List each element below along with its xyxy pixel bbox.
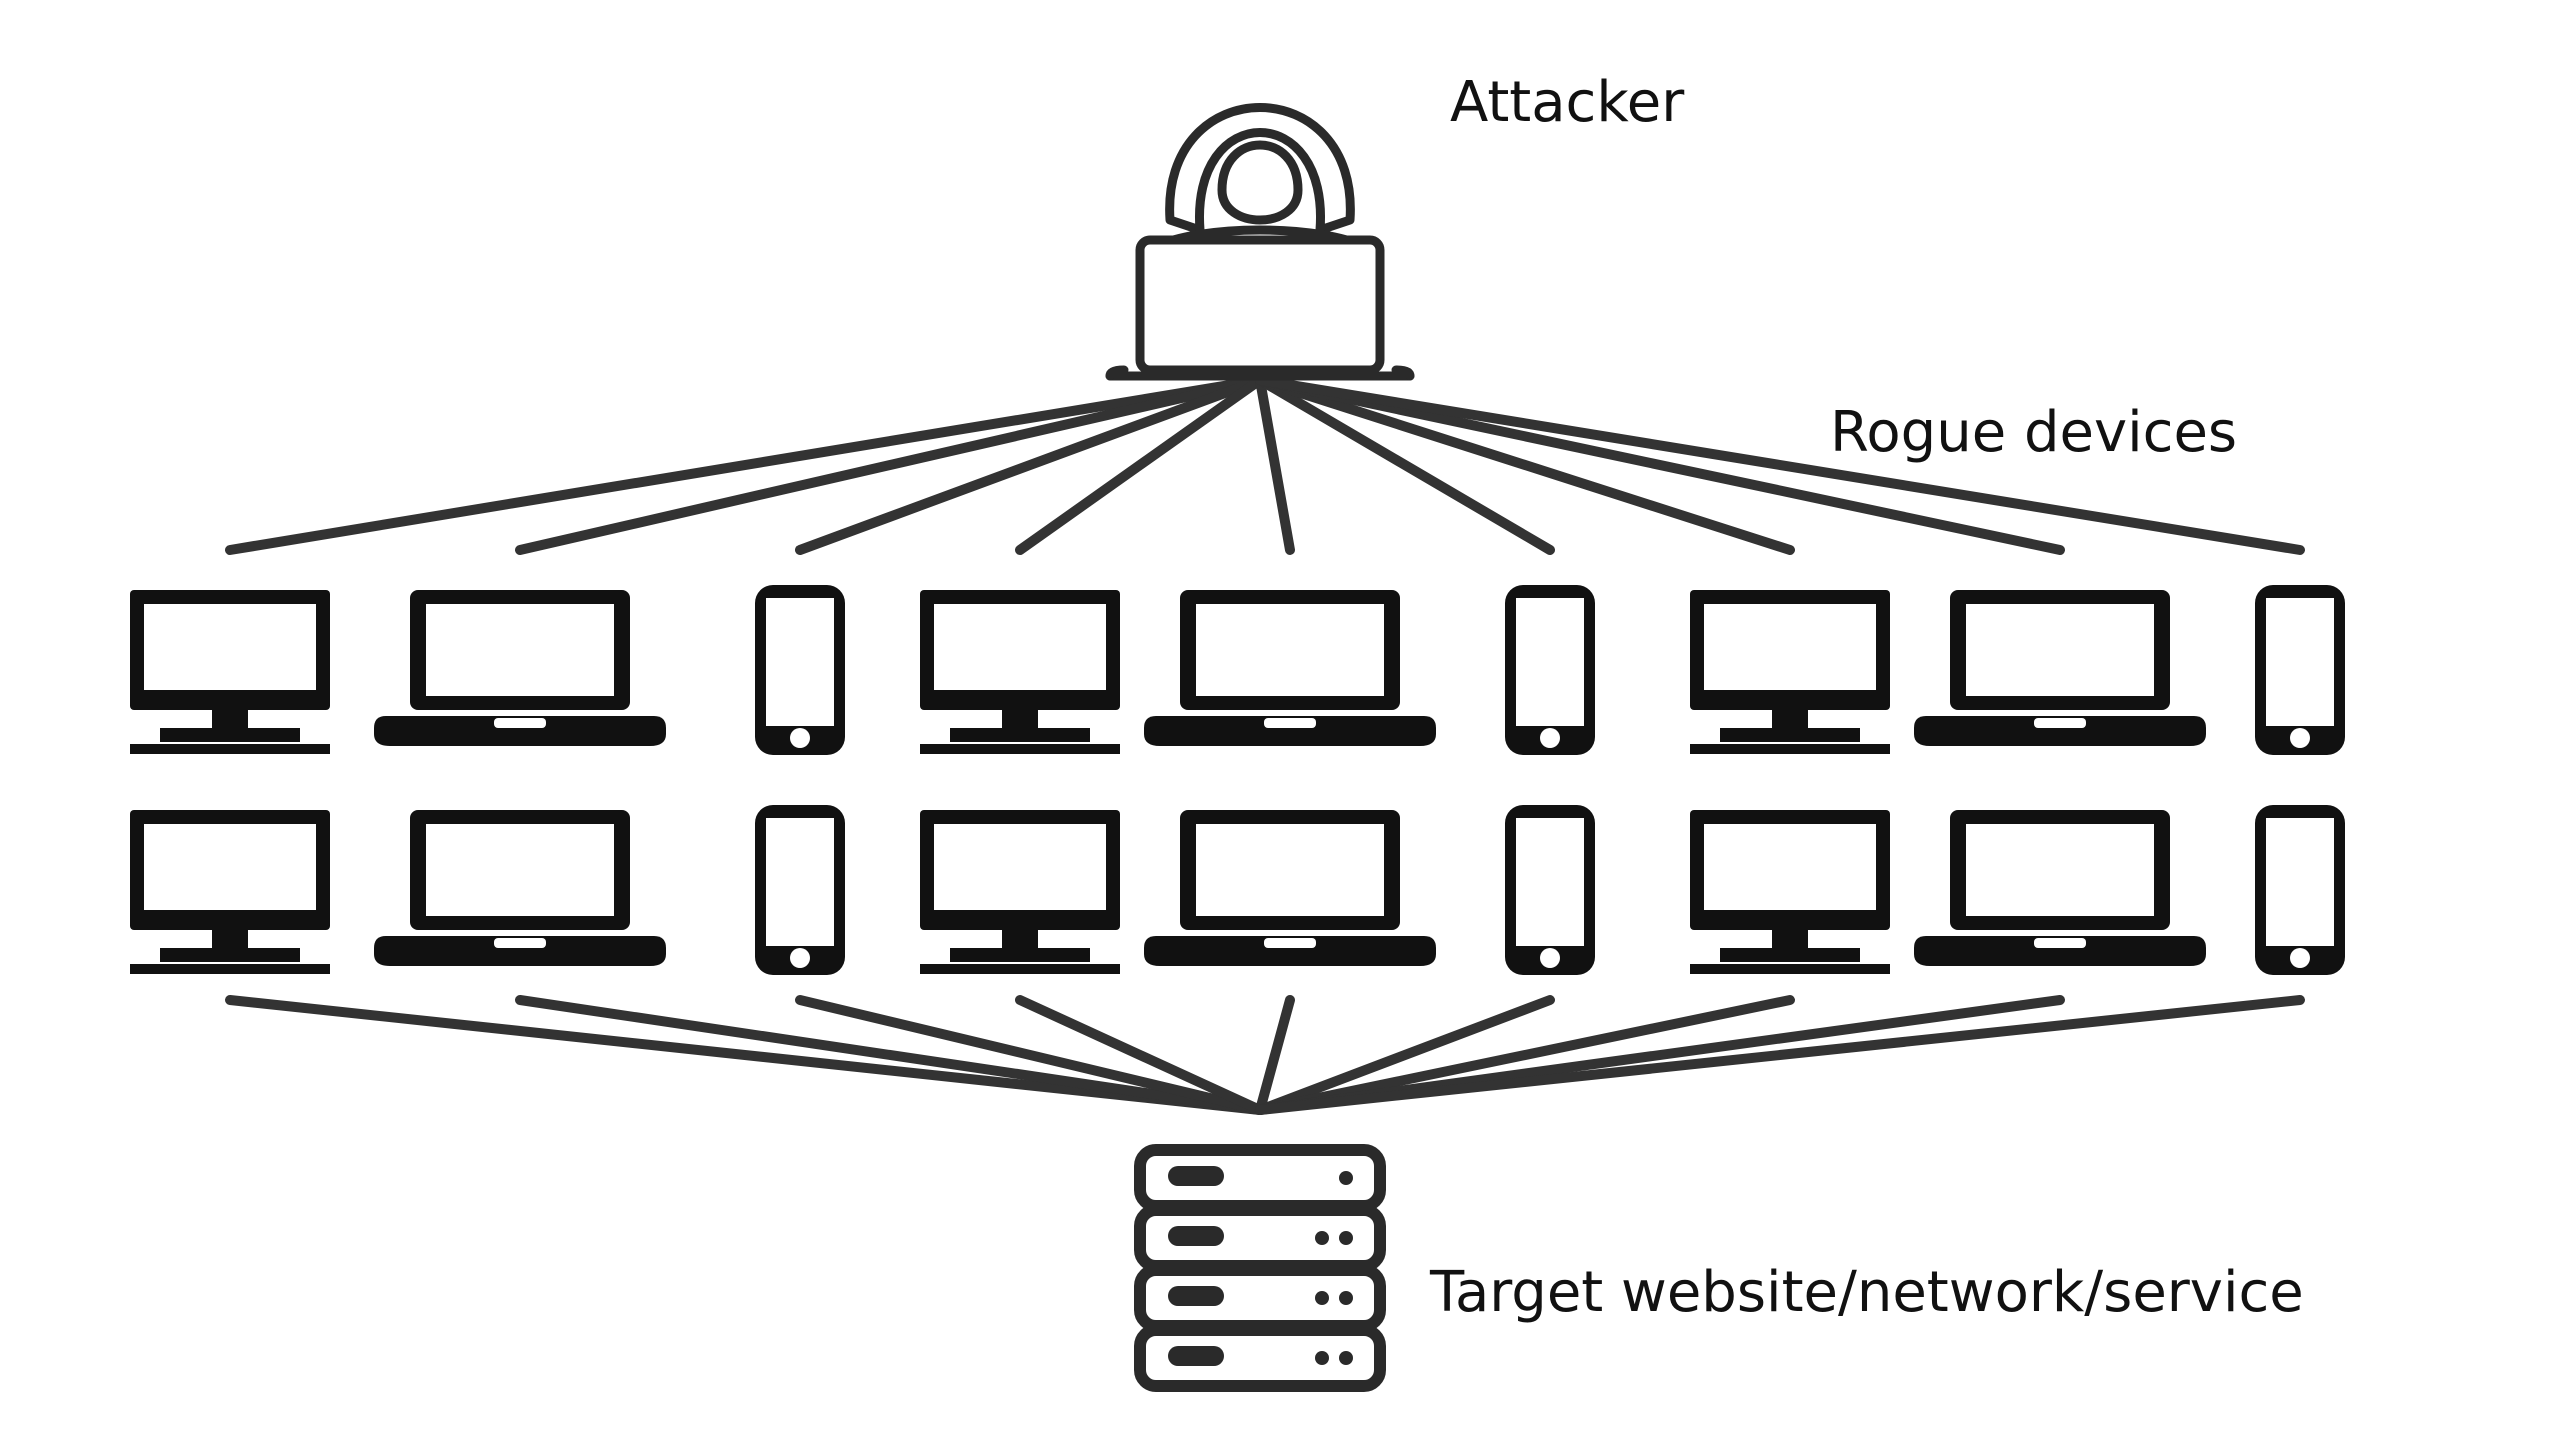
server-icon [1140,1150,1380,1386]
rogue-desktop-icon [1690,810,1890,974]
rogue-phone-icon [1505,585,1595,755]
connection-line [800,1000,1260,1110]
connection-line [1260,1000,1290,1110]
diagram-stage: Attacker Rogue devices Target website/ne… [0,0,2560,1440]
connection-line [1020,380,1260,550]
connection-line [1020,1000,1260,1110]
rogue-desktop-icon [130,590,330,754]
rogue-laptop-icon [374,590,666,746]
rogue-laptop-icon [1144,590,1436,746]
rogue-devices-label: Rogue devices [1830,400,2237,465]
rogue-desktop-icon [920,590,1120,754]
connection-line [1260,380,1290,550]
attacker-label: Attacker [1450,70,1684,135]
rogue-desktop-icon [1690,590,1890,754]
connection-line [1260,1000,1550,1110]
attacker-icon [1110,108,1410,377]
connection-line [800,380,1260,550]
connection-line [520,1000,1260,1110]
target-label: Target website/network/service [1430,1260,2304,1325]
connection-lines-layer [0,0,2560,1440]
rogue-laptop-icon [374,810,666,966]
icons-layer [0,0,2560,1440]
rogue-phone-icon [2255,805,2345,975]
connection-line [230,1000,1260,1110]
connection-line [1260,380,1790,550]
rogue-phone-icon [755,805,845,975]
rogue-phone-icon [2255,585,2345,755]
connection-line [1260,1000,2300,1110]
connection-line [230,380,1260,550]
rogue-desktop-icon [920,810,1120,974]
connection-line [520,380,1260,550]
rogue-desktop-icon [130,810,330,974]
connection-line [1260,1000,2060,1110]
rogue-phone-icon [755,585,845,755]
connection-line [1260,380,1550,550]
rogue-laptop-icon [1914,590,2206,746]
connection-line [1260,1000,1790,1110]
rogue-laptop-icon [1914,810,2206,966]
rogue-phone-icon [1505,805,1595,975]
rogue-laptop-icon [1144,810,1436,966]
